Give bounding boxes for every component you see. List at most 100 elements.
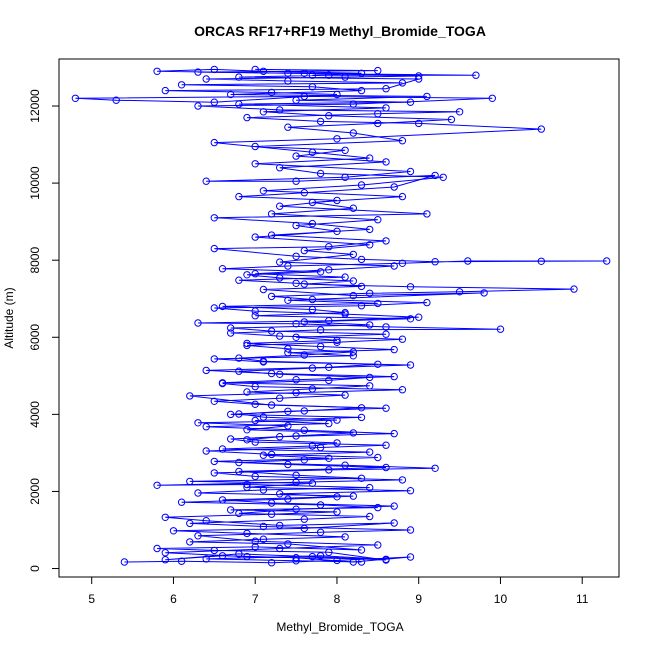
data-point (276, 370, 284, 378)
series-line (165, 68, 485, 563)
y-tick-label: 8000 (28, 247, 42, 274)
data-point (406, 98, 415, 106)
data-point (398, 192, 407, 201)
data-point (325, 71, 333, 79)
data-point (325, 266, 333, 274)
data-point (243, 341, 251, 350)
data-point (447, 115, 456, 124)
data-point (243, 113, 251, 122)
data-point (382, 555, 390, 563)
data-point (186, 477, 194, 486)
data-point (300, 69, 308, 78)
data-point (325, 454, 333, 462)
data-point (120, 558, 129, 566)
data-point (259, 108, 268, 116)
data-point (316, 326, 325, 334)
data-point (366, 241, 374, 249)
data-point (341, 391, 349, 399)
data-point (235, 100, 243, 108)
data-point (357, 546, 366, 554)
data-point (251, 142, 259, 151)
data-point (349, 492, 357, 500)
data-point (243, 339, 251, 348)
data-point (357, 474, 366, 482)
data-point (333, 508, 341, 516)
data-point (153, 67, 161, 76)
data-point (251, 382, 259, 391)
data-point (374, 503, 382, 512)
data-point (455, 108, 464, 116)
data-point (603, 257, 611, 265)
data-point (357, 558, 366, 566)
data-point (349, 250, 357, 259)
data-point (406, 526, 415, 534)
data-point (423, 92, 431, 101)
data-point (210, 397, 219, 405)
data-point (382, 237, 390, 245)
series-2 (161, 65, 488, 566)
data-point (210, 244, 219, 253)
data-point (177, 81, 186, 89)
data-point (284, 407, 292, 415)
y-tick-label: 12000 (28, 89, 42, 123)
data-point (300, 318, 308, 326)
data-point (227, 329, 235, 337)
data-point (349, 204, 357, 212)
data-point (202, 177, 210, 185)
data-point (161, 556, 170, 564)
data-point (284, 77, 292, 85)
data-point (308, 442, 317, 450)
series-layer (71, 65, 611, 567)
data-point (496, 325, 505, 333)
data-point (349, 348, 357, 356)
data-point (251, 472, 259, 481)
data-point (316, 268, 325, 276)
data-point (235, 367, 243, 375)
y-tick-label: 6000 (28, 324, 42, 351)
data-point (243, 388, 251, 396)
data-point (251, 270, 259, 278)
data-point (210, 138, 219, 147)
data-point (292, 152, 300, 160)
data-point (374, 541, 382, 549)
data-point (374, 119, 382, 128)
data-point (382, 158, 390, 166)
data-point (398, 386, 407, 394)
data-point (464, 257, 472, 265)
data-point (202, 423, 210, 431)
data-point (284, 123, 292, 131)
data-point (292, 221, 300, 230)
data-point (218, 302, 227, 311)
data-point (382, 85, 390, 93)
data-point (406, 315, 415, 323)
data-point (537, 257, 545, 265)
x-tick-label: 8 (334, 592, 341, 606)
data-point (316, 169, 325, 178)
data-point (325, 376, 333, 385)
data-point (161, 549, 170, 557)
data-point (415, 72, 423, 80)
data-point (276, 332, 284, 340)
data-point (194, 532, 202, 540)
data-point (480, 289, 488, 297)
data-point (341, 146, 349, 155)
series-line (75, 68, 607, 564)
data-point (259, 285, 268, 294)
data-point (398, 259, 407, 267)
data-point (227, 506, 235, 514)
data-point (382, 404, 390, 412)
data-point (186, 392, 194, 400)
data-point (251, 312, 259, 320)
data-point (308, 479, 317, 487)
data-point (292, 557, 300, 565)
data-point (227, 410, 235, 419)
data-point (382, 323, 390, 331)
data-point (292, 177, 300, 185)
data-point (210, 304, 219, 312)
data-point (537, 125, 545, 133)
data-point (235, 467, 243, 476)
data-point (218, 445, 227, 453)
x-tick-label: 11 (576, 592, 589, 606)
data-point (382, 463, 390, 472)
